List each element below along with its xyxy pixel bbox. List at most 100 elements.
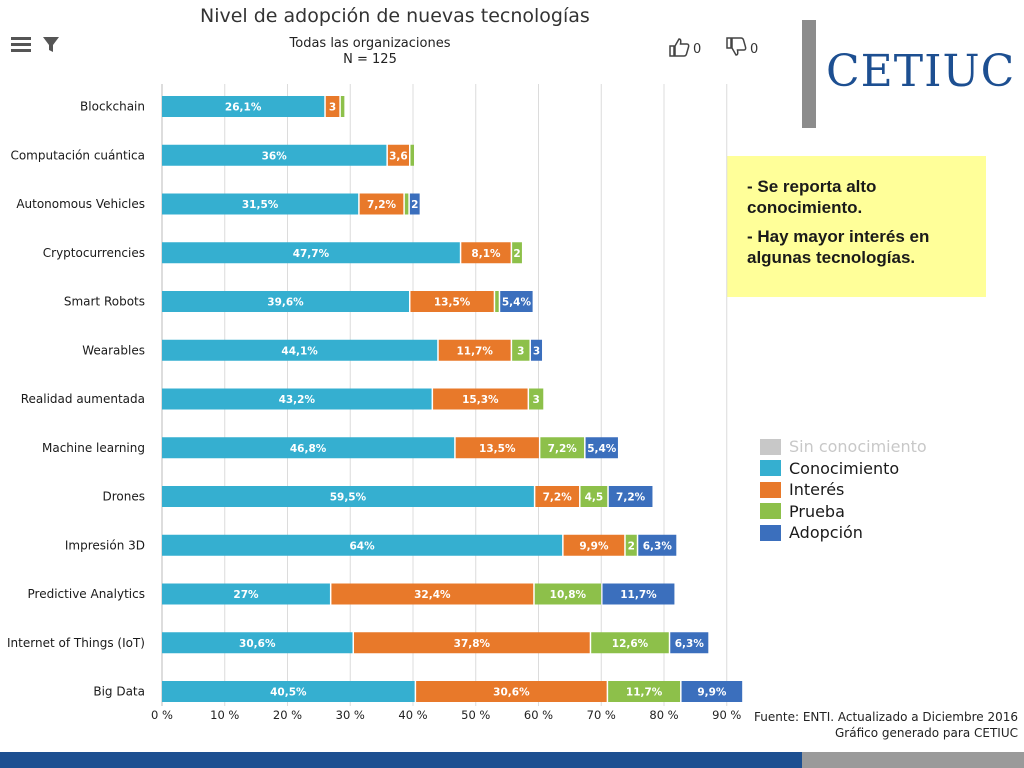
- chart-legend: Sin conocimiento Conocimiento Interés Prueb…: [760, 436, 927, 544]
- bar-segment: [162, 339, 438, 361]
- bar-segment: [409, 193, 420, 215]
- subtitle-line-2: N = 125: [343, 52, 397, 67]
- bar-data-label: 44,1%: [281, 345, 318, 357]
- dislike-button[interactable]: 0: [725, 37, 758, 61]
- bar-data-label: 59,5%: [330, 492, 367, 504]
- bar-data-label: 15,3%: [462, 394, 499, 406]
- category-label: Big Data: [93, 685, 145, 699]
- bar-segment: [529, 388, 544, 410]
- filter-icon[interactable]: [42, 36, 60, 58]
- menu-icon[interactable]: [11, 36, 31, 58]
- bar-data-label: 7,2%: [543, 492, 573, 504]
- legend-item[interactable]: Sin conocimiento: [760, 436, 927, 458]
- bar-data-label: 8,1%: [471, 248, 501, 260]
- bar-segment: [602, 583, 675, 605]
- bar-segment: [162, 144, 387, 166]
- bar-segment: [580, 486, 608, 507]
- bar-data-label: 13,5%: [479, 443, 516, 455]
- like-button[interactable]: 0: [668, 37, 701, 61]
- bar-data-label: 36%: [262, 150, 288, 162]
- bar-data-label: 30,6%: [493, 687, 530, 699]
- bar-data-label: 7,2%: [367, 199, 397, 211]
- bar-segment: [162, 486, 534, 507]
- category-label: Wearables: [82, 343, 145, 357]
- bar-segment: [162, 534, 563, 556]
- bar-data-label: 5,4%: [502, 297, 532, 309]
- bar-segment: [325, 96, 340, 117]
- bar-segment: [162, 193, 359, 215]
- bar-segment: [563, 534, 625, 556]
- legend-swatch: [760, 524, 781, 541]
- bar-data-label: 46,8%: [290, 443, 327, 455]
- bar-data-label: 3: [533, 394, 540, 406]
- bar-segment: [540, 437, 585, 459]
- bar-data-label: 11,7%: [620, 589, 657, 601]
- bar-data-label: 11,7%: [626, 687, 663, 699]
- bar-segment: [162, 681, 415, 702]
- bar-data-label: 3: [329, 102, 336, 114]
- legend-item[interactable]: Adopción: [760, 522, 927, 544]
- bar-segment: [359, 193, 404, 215]
- legend-item[interactable]: Prueba: [760, 501, 927, 523]
- bar-data-label: 3: [533, 345, 540, 357]
- bar-segment: [625, 534, 637, 556]
- bar-data-label: 2: [628, 540, 635, 552]
- legend-label: Adopción: [789, 523, 863, 543]
- bar-segment: [162, 242, 460, 264]
- legend-item[interactable]: Interés: [760, 479, 927, 501]
- bar-segment: [670, 632, 709, 654]
- bar-segment: [433, 388, 528, 410]
- bar-segment: [500, 291, 533, 312]
- note-line-2: - Hay mayor interés en algunas tecnologí…: [747, 227, 930, 267]
- bar-segment: [387, 144, 409, 166]
- bar-data-label: 3: [517, 345, 524, 357]
- bar-segment: [512, 339, 530, 361]
- legend-swatch: [760, 481, 781, 498]
- chart: 0 % 10 % 20 % 30 % 40 % 50 % 60 % 70 % 80 % 90 % B…: [7, 84, 743, 722]
- dislike-count: 0: [750, 41, 759, 57]
- bar-data-label: 6,3%: [675, 638, 705, 650]
- bar-segment: [410, 144, 415, 166]
- chart-title: Nivel de adopción de nuevas tecnologías: [200, 5, 590, 27]
- footer-bar-blue: [0, 752, 802, 768]
- x-tick-label: 90 %: [712, 708, 741, 722]
- bar-data-label: 9,9%: [697, 687, 727, 699]
- legend-item[interactable]: Conocimiento: [760, 458, 927, 480]
- bar-segment: [591, 632, 669, 654]
- bar-segment: [162, 291, 409, 312]
- x-tick-label: 10 %: [210, 708, 239, 722]
- bar-data-label: 39,6%: [267, 297, 304, 309]
- note-line-1: - Se reporta alto conocimiento.: [747, 177, 877, 217]
- bar-segment: [410, 291, 494, 312]
- cetiuc-logo: CETIUC: [826, 46, 1016, 97]
- logo-bar: [802, 20, 816, 128]
- category-label: Machine learning: [42, 441, 145, 455]
- bar-data-label: 2: [411, 199, 418, 211]
- bar-data-label: 30,6%: [239, 638, 276, 650]
- bar-segment: [162, 437, 455, 459]
- bar-data-label: 10,8%: [550, 589, 587, 601]
- footer-bar-gray: [802, 752, 1024, 768]
- bar-data-label: 4,5: [585, 492, 604, 504]
- bar-data-label: 31,5%: [242, 199, 279, 211]
- bar-data-label: 6,3%: [643, 540, 673, 552]
- like-count: 0: [693, 41, 702, 57]
- bar-segment: [608, 681, 681, 702]
- bar-segment: [495, 291, 499, 312]
- legend-label: Sin conocimiento: [789, 437, 927, 457]
- bar-data-label: 7,2%: [548, 443, 578, 455]
- category-label: Cryptocurrencies: [43, 246, 145, 260]
- bar-segment: [535, 486, 580, 507]
- bar-segment: [331, 583, 534, 605]
- category-label: Drones: [103, 490, 146, 504]
- bar-data-label: 12,6%: [612, 638, 649, 650]
- bar-data-label: 40,5%: [270, 687, 307, 699]
- category-label: Blockchain: [80, 100, 145, 114]
- thumbs-down-icon: [725, 37, 747, 61]
- legend-swatch: [760, 438, 781, 455]
- category-label: Computación cuántica: [10, 148, 145, 162]
- bar-data-label: 26,1%: [225, 102, 262, 114]
- bar-segment: [162, 96, 325, 117]
- bar-segment: [404, 193, 409, 215]
- bar-data-label: 64%: [349, 540, 375, 552]
